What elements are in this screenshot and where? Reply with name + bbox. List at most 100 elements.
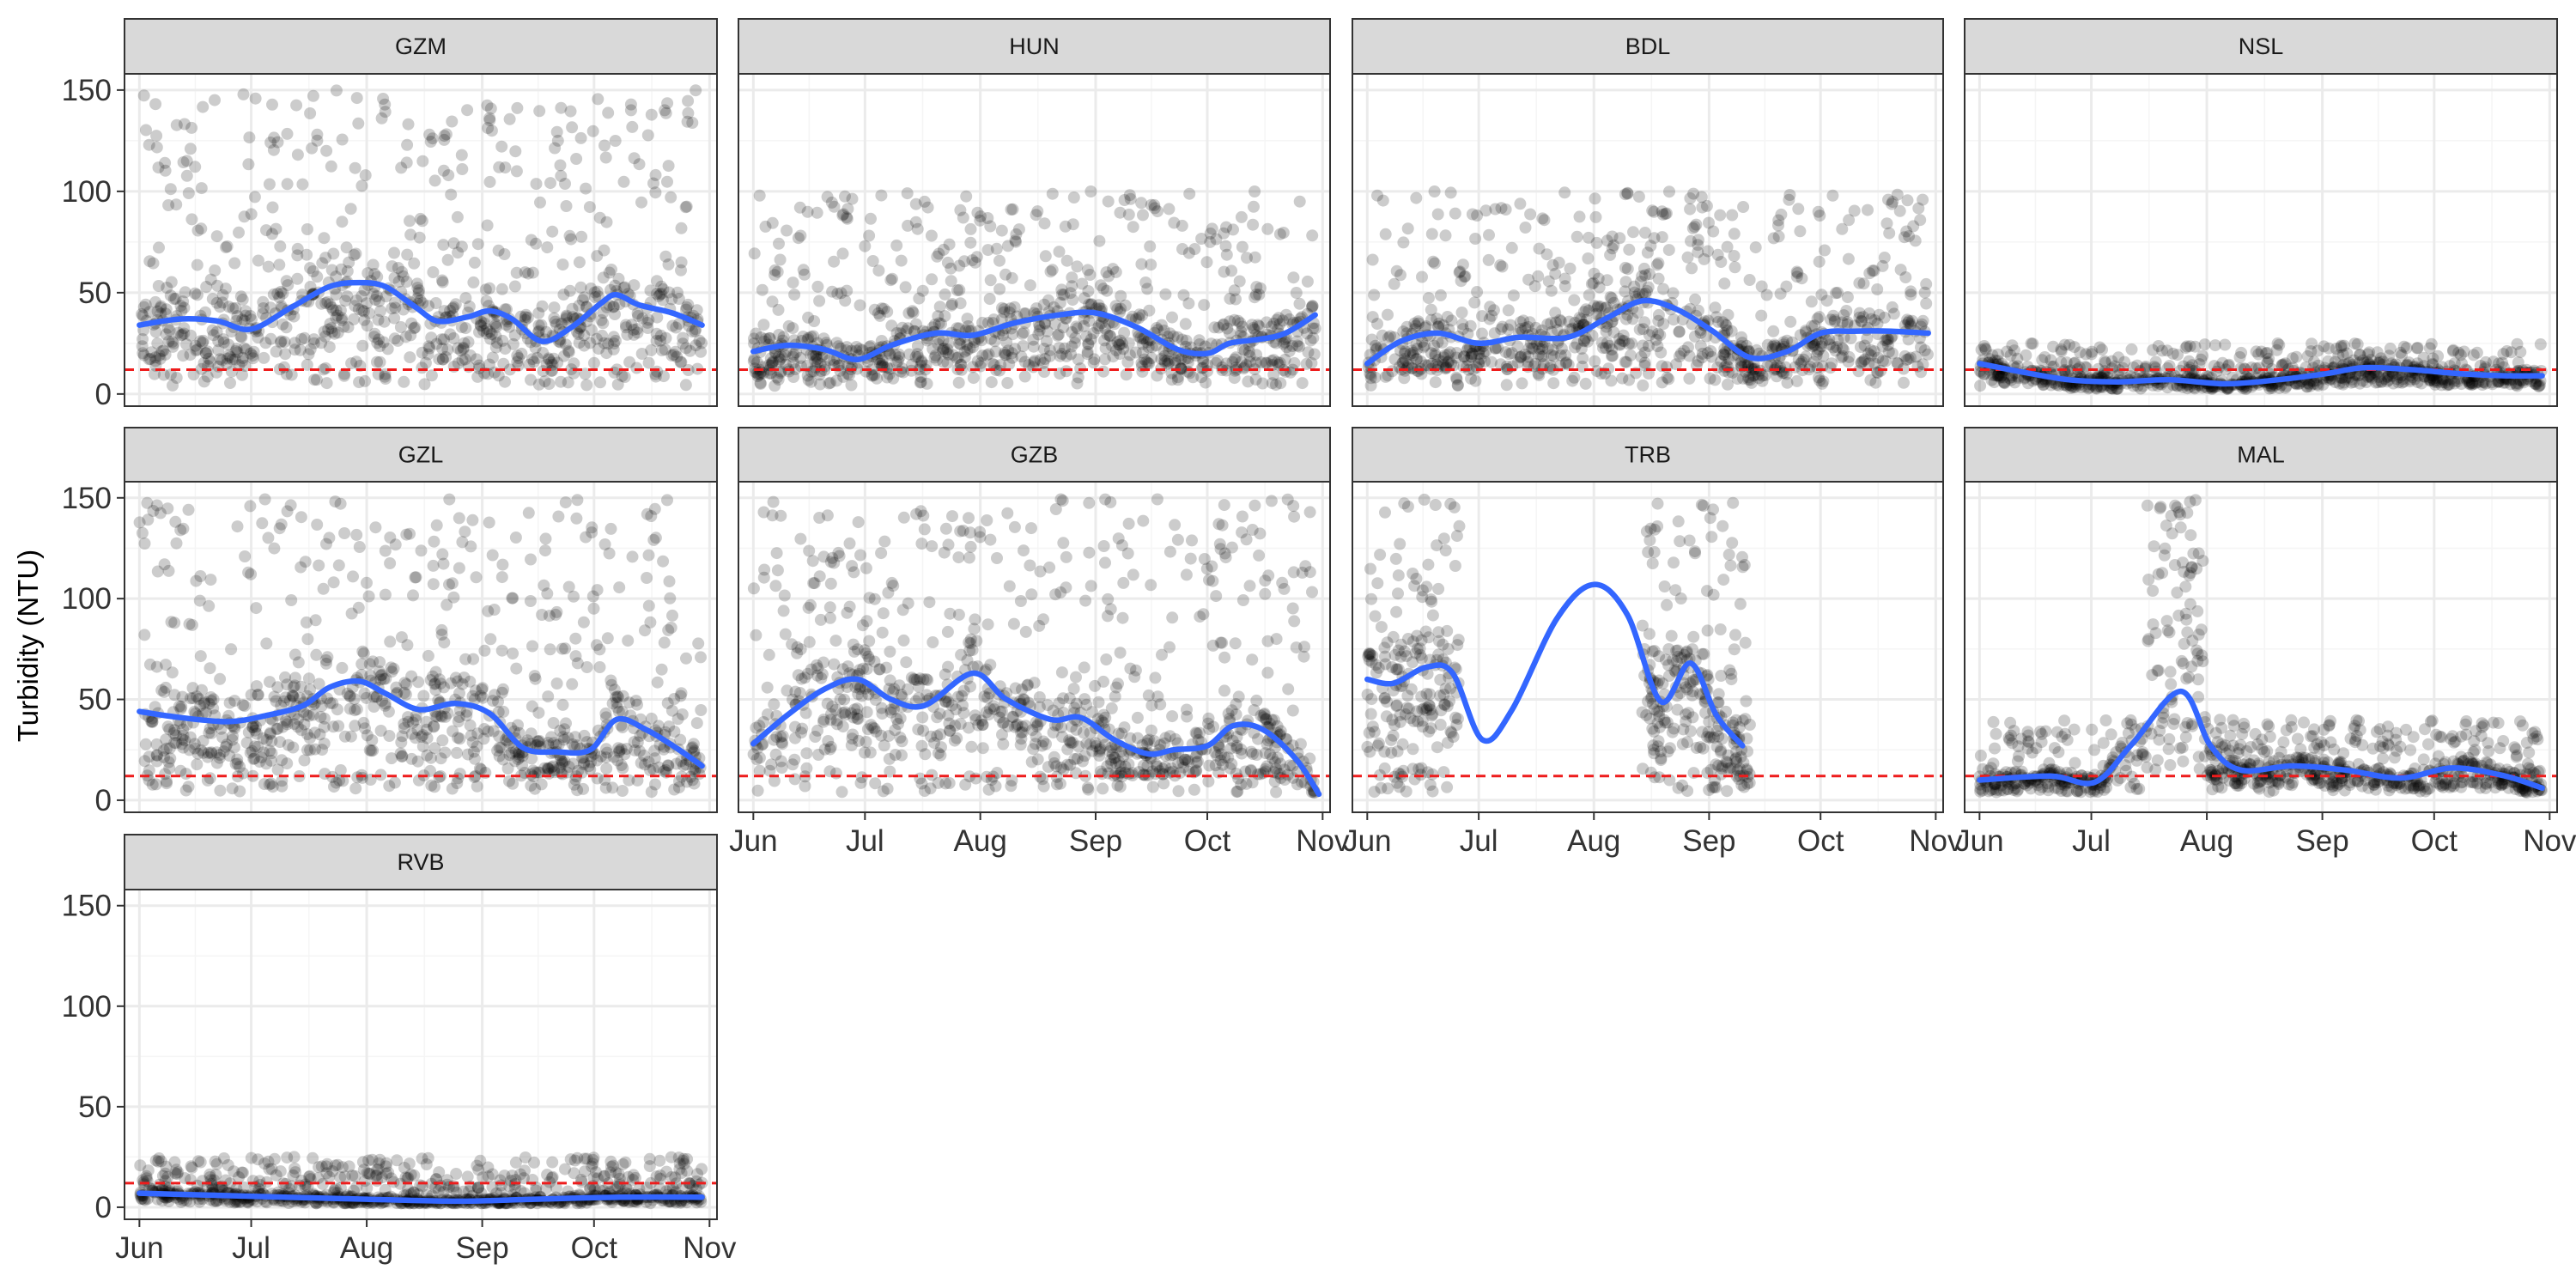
data-point: [532, 325, 545, 337]
data-point: [1181, 710, 1194, 723]
data-point: [380, 672, 392, 685]
data-point: [1914, 214, 1927, 227]
data-point: [1646, 204, 1659, 217]
data-point: [168, 737, 181, 750]
data-point: [1037, 613, 1049, 626]
data-point: [825, 196, 838, 209]
data-point: [388, 332, 401, 345]
data-point: [665, 622, 677, 634]
data-point: [907, 307, 920, 319]
data-point: [957, 211, 969, 224]
data-point: [2265, 362, 2278, 375]
data-point: [619, 319, 632, 331]
data-point: [872, 307, 884, 319]
data-point: [667, 349, 680, 361]
data-point: [199, 347, 212, 360]
data-point: [860, 736, 872, 748]
data-point: [999, 268, 1012, 281]
data-point: [1195, 371, 1208, 384]
data-point: [586, 526, 598, 539]
data-point: [1868, 357, 1881, 370]
data-point: [1819, 244, 1831, 257]
data-point: [2396, 369, 2409, 382]
data-point: [1110, 681, 1122, 694]
data-point: [264, 777, 277, 790]
data-point: [405, 727, 418, 740]
data-point: [343, 690, 356, 703]
data-point: [684, 770, 697, 783]
data-point: [1135, 258, 1148, 270]
data-point: [2329, 355, 2342, 368]
data-point: [495, 140, 508, 153]
data-point: [1218, 651, 1231, 664]
data-point: [556, 756, 568, 769]
data-point: [866, 368, 878, 381]
data-point: [2263, 382, 2276, 395]
data-point: [1546, 363, 1559, 376]
data-point: [1081, 345, 1094, 358]
data-point: [1909, 234, 1922, 247]
data-point: [1271, 355, 1284, 368]
data-point: [626, 120, 639, 133]
data-point: [1142, 341, 1155, 354]
data-point: [282, 738, 295, 751]
data-point: [1247, 218, 1260, 231]
data-point: [1991, 355, 2004, 368]
data-point: [443, 578, 455, 591]
data-point: [1811, 313, 1824, 325]
data-point: [1171, 331, 1184, 343]
data-point: [1652, 314, 1665, 327]
data-point: [1479, 355, 1491, 368]
data-point: [797, 264, 810, 276]
data-point: [951, 352, 963, 364]
data-point: [2366, 372, 2379, 385]
data-point: [1411, 343, 1424, 355]
data-point: [289, 679, 301, 692]
data-point: [525, 234, 538, 246]
data-point: [590, 332, 603, 345]
data-point: [1137, 514, 1150, 527]
data-point: [442, 169, 455, 182]
data-point: [1560, 356, 1573, 369]
data-point: [379, 370, 392, 383]
data-point: [782, 319, 795, 332]
data-point: [216, 289, 229, 301]
data-point: [570, 153, 583, 165]
data-point: [537, 365, 550, 378]
data-point: [1466, 347, 1479, 360]
data-point: [1465, 372, 1478, 385]
data-point: [533, 734, 546, 747]
data-point: [324, 696, 337, 709]
data-point: [811, 280, 824, 293]
data-point: [1499, 204, 1512, 216]
data-point: [1853, 276, 1866, 289]
data-point: [159, 348, 172, 361]
data-point: [540, 358, 553, 371]
data-point: [1820, 295, 1833, 307]
data-point: [862, 650, 875, 663]
data-point: [654, 334, 667, 347]
data-point: [529, 782, 541, 795]
data-point: [2025, 337, 2038, 350]
data-point: [336, 313, 349, 326]
data-point: [1262, 569, 1275, 582]
data-point: [600, 743, 612, 756]
data-point: [330, 776, 343, 789]
data-point: [418, 378, 431, 391]
data-point: [2375, 375, 2388, 387]
data-point: [1775, 365, 1788, 378]
data-point: [1277, 337, 1290, 350]
data-point: [890, 326, 903, 339]
data-point: [550, 608, 562, 621]
data-point: [1004, 302, 1017, 315]
data-point: [400, 156, 413, 169]
data-point: [633, 158, 646, 171]
data-point: [1591, 301, 1604, 314]
data-point: [902, 322, 914, 335]
data-point: [355, 658, 368, 671]
data-point: [941, 356, 954, 369]
data-point: [438, 305, 451, 318]
data-point: [212, 335, 225, 348]
data-point: [480, 295, 493, 307]
data-point: [400, 528, 413, 541]
